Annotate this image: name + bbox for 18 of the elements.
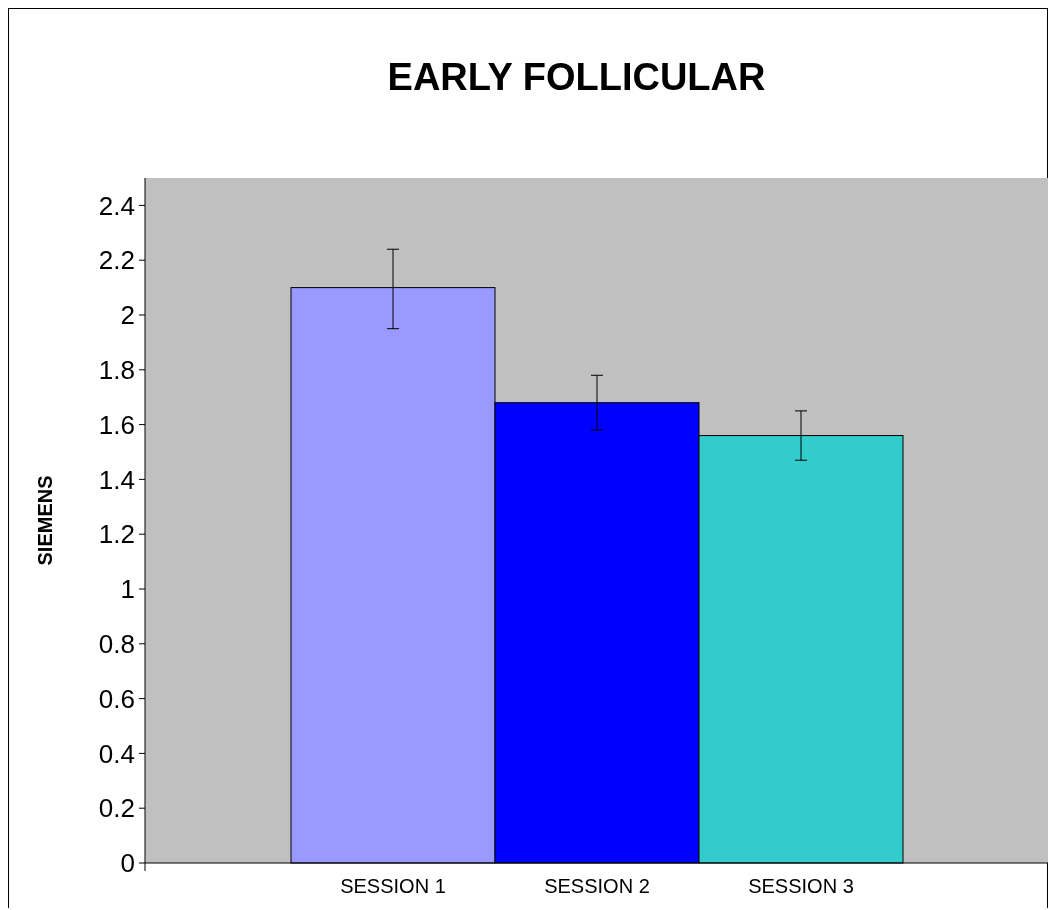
y-tick-label: 0.2 [98, 793, 135, 824]
y-tick-label: 1.6 [98, 409, 135, 440]
y-tick-label: 0.6 [98, 683, 135, 714]
y-tick-label: 1.8 [98, 354, 135, 385]
y-tick-label: 1.4 [98, 464, 135, 495]
y-tick-label: 1.2 [98, 519, 135, 550]
y-tick-label: 0.8 [98, 628, 135, 659]
y-tick-label: 2.2 [98, 245, 135, 276]
y-tick-label: 2.4 [98, 190, 135, 221]
y-tick-label: 1 [120, 574, 135, 605]
y-tick-label: 2 [120, 300, 135, 331]
y-axis-title: SIEMENS [34, 475, 56, 566]
y-tick-label: 0 [120, 848, 135, 879]
chart-title: EARLY FOLLICULAR [387, 56, 766, 98]
x-tick-label: SESSION 1 [340, 875, 446, 897]
x-tick-label: SESSION 2 [544, 875, 650, 897]
x-tick-label: SESSION 3 [748, 875, 854, 897]
y-tick-label: 0.4 [98, 738, 135, 769]
